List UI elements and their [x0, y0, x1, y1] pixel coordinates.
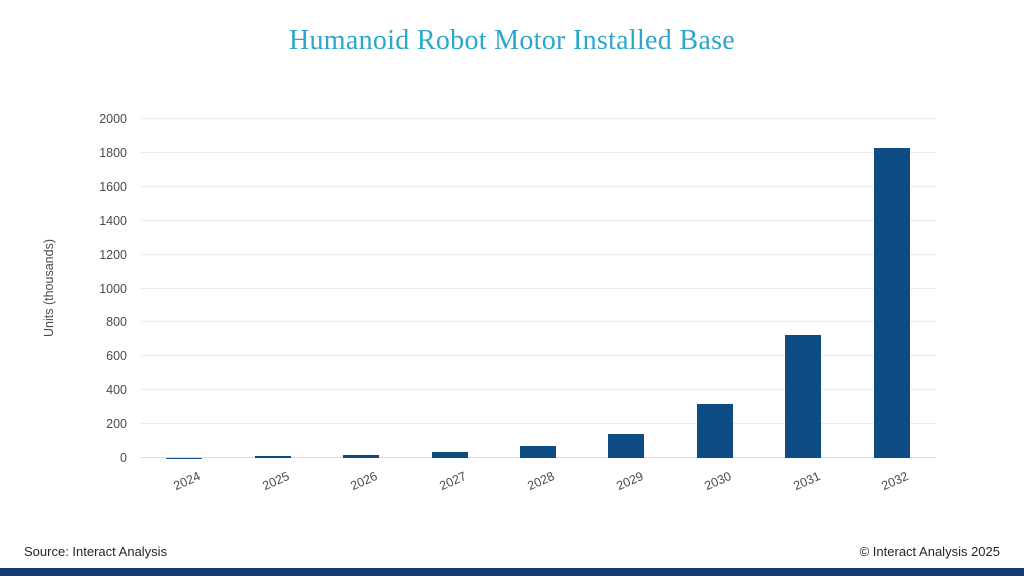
bar-2028 [520, 446, 556, 458]
xtick-label-2030: 2030 [702, 469, 734, 494]
ytick-label-1800: 1800 [99, 145, 127, 160]
ytick-label-1600: 1600 [99, 179, 127, 194]
xtick-label-2026: 2026 [348, 469, 380, 494]
xtick-label-2028: 2028 [525, 469, 557, 494]
xtick-label-2025: 2025 [260, 469, 292, 494]
gridline-1200 [140, 253, 936, 255]
xtick-label-2029: 2029 [614, 469, 646, 494]
gridline-600 [140, 355, 936, 357]
gridline-1600 [140, 185, 936, 187]
footer-brand-bar [0, 568, 1024, 576]
ytick-label-200: 200 [106, 417, 127, 432]
y-axis-title: Units (thousands) [42, 239, 56, 337]
bar-2030 [696, 403, 733, 458]
source-note: Source: Interact Analysis [24, 544, 168, 559]
ytick-label-1000: 1000 [99, 281, 127, 296]
gridline-200 [140, 423, 936, 425]
gridline-400 [140, 389, 936, 391]
bar-2032 [873, 147, 910, 458]
ytick-label-0: 0 [120, 451, 127, 465]
xtick-label-2032: 2032 [879, 469, 911, 494]
bar-2026 [343, 454, 380, 458]
ytick-label-600: 600 [106, 349, 127, 364]
plot-area: 0 200 400 600 800 1000 1200 1400 1600 1800 2000 202… [99, 112, 936, 493]
copyright-note: © Interact Analysis 2025 [859, 544, 1000, 559]
bar-2031 [785, 335, 822, 458]
xtick-label-2031: 2031 [790, 469, 823, 494]
xtick-label-2027: 2027 [437, 469, 469, 494]
xtick-label-2024: 2024 [171, 469, 203, 494]
gridline-1800 [140, 151, 936, 153]
bar-2027 [431, 451, 468, 458]
bar-2029 [608, 434, 645, 458]
bar-2025 [254, 456, 291, 458]
ytick-label-800: 800 [106, 315, 127, 330]
gridline-1000 [140, 287, 936, 289]
gridline-2000 [140, 118, 936, 119]
gridline-1400 [140, 219, 936, 221]
ytick-label-2000: 2000 [99, 112, 127, 126]
chart-title: Humanoid Robot Motor Installed Base [288, 25, 735, 56]
gridline-800 [140, 321, 936, 323]
ytick-label-1400: 1400 [99, 213, 127, 228]
ytick-label-1200: 1200 [99, 247, 127, 262]
chart-footer: Source: Interact Analysis © Interact Ana… [24, 544, 1000, 559]
ytick-label-400: 400 [106, 383, 127, 398]
